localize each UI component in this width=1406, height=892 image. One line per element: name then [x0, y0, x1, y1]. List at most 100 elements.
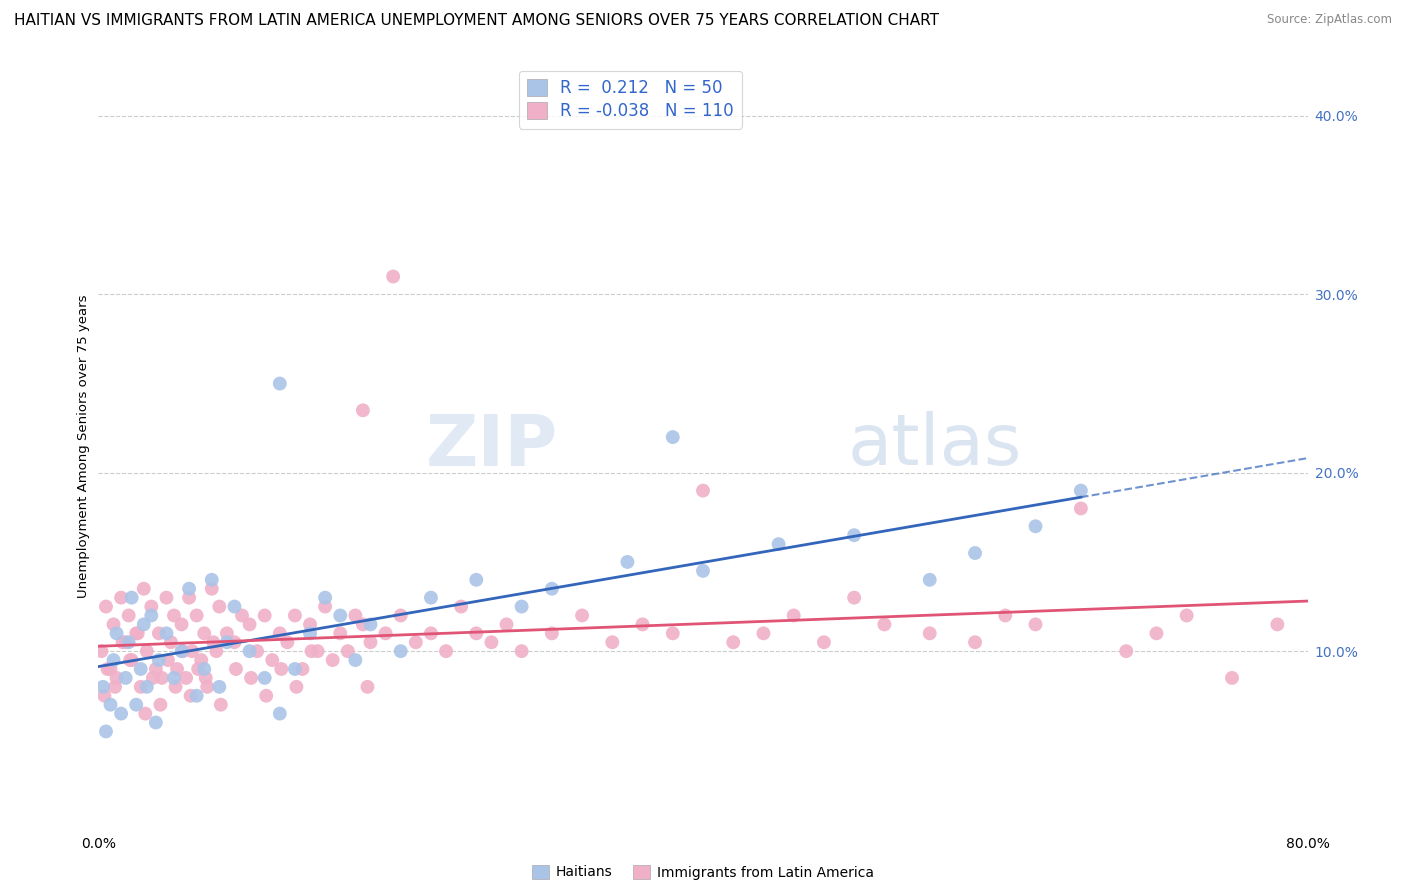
Point	[301, 644, 323, 658]
Point	[307, 644, 329, 658]
Point	[155, 626, 177, 640]
Point	[149, 698, 172, 712]
Point	[205, 644, 228, 658]
Point	[374, 626, 396, 640]
Point	[465, 626, 488, 640]
Text: HAITIAN VS IMMIGRANTS FROM LATIN AMERICA UNEMPLOYMENT AMONG SENIORS OVER 75 YEAR: HAITIAN VS IMMIGRANTS FROM LATIN AMERICA…	[14, 13, 939, 29]
Point	[692, 564, 714, 578]
Point	[195, 680, 218, 694]
Point	[166, 662, 188, 676]
Point	[180, 689, 202, 703]
Point	[239, 644, 262, 658]
Point	[510, 644, 533, 658]
Point	[692, 483, 714, 498]
Point	[752, 626, 775, 640]
Point	[382, 269, 405, 284]
Point	[768, 537, 790, 551]
Point	[135, 644, 157, 658]
Point	[291, 662, 314, 676]
Point	[208, 680, 231, 694]
Point	[389, 644, 412, 658]
Point	[125, 626, 148, 640]
Point	[352, 617, 374, 632]
Point	[145, 715, 167, 730]
Point	[165, 680, 187, 694]
Text: Source: ZipAtlas.com: Source: ZipAtlas.com	[1267, 13, 1392, 27]
Point	[844, 591, 866, 605]
Point	[253, 608, 276, 623]
Point	[172, 644, 194, 658]
Point	[202, 635, 225, 649]
Point	[661, 430, 683, 444]
Point	[141, 608, 163, 623]
Point	[420, 626, 443, 640]
Point	[1220, 671, 1243, 685]
Point	[132, 582, 155, 596]
Point	[148, 626, 170, 640]
Point	[135, 680, 157, 694]
Point	[148, 653, 170, 667]
Point	[156, 653, 179, 667]
Point	[918, 626, 941, 640]
Point	[284, 662, 307, 676]
Point	[873, 617, 896, 632]
Point	[90, 644, 112, 658]
Point	[284, 608, 307, 623]
Point	[813, 635, 835, 649]
Point	[150, 671, 173, 685]
Point	[127, 626, 149, 640]
Point	[240, 671, 263, 685]
Point	[118, 608, 141, 623]
Point	[94, 724, 117, 739]
Point	[270, 662, 292, 676]
Point	[299, 626, 322, 640]
Point	[190, 653, 212, 667]
Point	[100, 662, 122, 676]
Point	[420, 591, 443, 605]
Point	[209, 698, 232, 712]
Point	[91, 680, 114, 694]
Point	[661, 626, 683, 640]
Point	[344, 608, 367, 623]
Point	[145, 662, 167, 676]
Point	[1070, 483, 1092, 498]
Point	[215, 626, 238, 640]
Point	[269, 706, 291, 721]
Point	[1146, 626, 1168, 640]
Point	[269, 376, 291, 391]
Point	[186, 608, 208, 623]
Point	[495, 617, 517, 632]
Text: ZIP: ZIP	[426, 411, 558, 481]
Point	[181, 644, 204, 658]
Point	[142, 671, 165, 685]
Point	[253, 671, 276, 685]
Legend: Haitians, Immigrants from Latin America: Haitians, Immigrants from Latin America	[526, 859, 880, 885]
Point	[239, 617, 262, 632]
Point	[160, 635, 183, 649]
Point	[174, 671, 197, 685]
Point	[193, 662, 215, 676]
Point	[405, 635, 427, 649]
Point	[285, 680, 308, 694]
Point	[155, 591, 177, 605]
Point	[105, 626, 128, 640]
Point	[111, 635, 134, 649]
Point	[110, 706, 132, 721]
Point	[93, 689, 115, 703]
Point	[96, 662, 118, 676]
Point	[602, 635, 624, 649]
Point	[322, 653, 344, 667]
Point	[434, 644, 457, 658]
Point	[360, 617, 382, 632]
Point	[224, 599, 246, 614]
Point	[129, 662, 152, 676]
Point	[201, 582, 224, 596]
Point	[141, 599, 163, 614]
Point	[631, 617, 654, 632]
Point	[844, 528, 866, 542]
Point	[481, 635, 503, 649]
Point	[201, 573, 224, 587]
Point	[120, 653, 142, 667]
Point	[510, 599, 533, 614]
Point	[187, 662, 209, 676]
